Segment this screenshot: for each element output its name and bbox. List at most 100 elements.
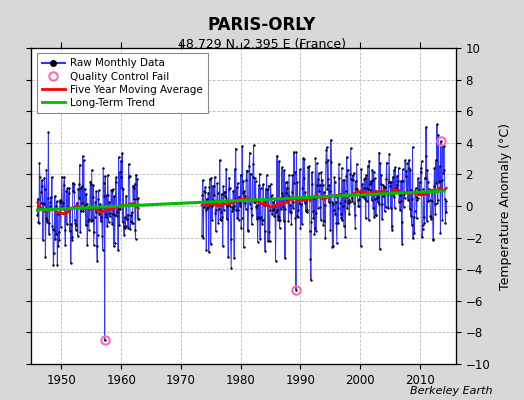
- Point: [64, 204, 72, 210]
- Point: [295, 200, 303, 206]
- Point: [39, 200, 48, 206]
- Point: [226, 203, 234, 209]
- Point: [201, 184, 210, 190]
- Point: [388, 174, 397, 180]
- Point: [332, 199, 340, 205]
- Point: [85, 216, 93, 222]
- Point: [379, 182, 387, 188]
- Point: [279, 218, 288, 224]
- Point: [258, 217, 267, 223]
- Point: [245, 163, 253, 170]
- Point: [292, 286, 300, 293]
- Point: [72, 227, 80, 233]
- Point: [353, 161, 361, 167]
- Point: [360, 176, 368, 182]
- Point: [70, 181, 79, 188]
- Point: [243, 168, 252, 174]
- Point: [114, 247, 122, 253]
- Point: [293, 179, 302, 186]
- Point: [47, 206, 56, 212]
- Point: [442, 209, 451, 215]
- Point: [242, 206, 250, 212]
- Point: [388, 226, 396, 233]
- Point: [134, 216, 143, 222]
- Point: [400, 195, 409, 202]
- Point: [386, 179, 394, 185]
- Point: [114, 154, 123, 160]
- Point: [226, 236, 235, 242]
- Point: [250, 175, 259, 182]
- Point: [421, 175, 430, 181]
- Point: [289, 198, 298, 205]
- Point: [220, 206, 228, 213]
- Point: [70, 189, 78, 195]
- Point: [56, 197, 64, 203]
- Point: [409, 214, 418, 220]
- Point: [118, 150, 126, 156]
- Point: [255, 215, 263, 222]
- Point: [351, 225, 359, 231]
- Point: [52, 198, 61, 204]
- Point: [84, 205, 92, 212]
- Point: [314, 204, 322, 211]
- Point: [324, 176, 333, 182]
- Point: [367, 178, 375, 184]
- Point: [241, 200, 249, 206]
- Point: [211, 210, 220, 216]
- Point: [366, 180, 374, 187]
- Point: [348, 172, 357, 178]
- Point: [318, 194, 326, 201]
- Point: [42, 215, 50, 222]
- Point: [351, 212, 359, 218]
- Point: [51, 193, 59, 199]
- Point: [383, 189, 391, 196]
- Point: [308, 169, 316, 175]
- Point: [240, 188, 248, 194]
- Point: [245, 150, 254, 156]
- Point: [326, 226, 334, 233]
- Point: [298, 185, 307, 191]
- Point: [403, 160, 411, 166]
- Point: [250, 199, 258, 205]
- Point: [412, 215, 421, 222]
- Point: [242, 177, 250, 183]
- Point: [299, 195, 308, 201]
- Point: [385, 151, 394, 157]
- Point: [406, 213, 414, 219]
- Point: [358, 181, 366, 188]
- Point: [34, 219, 42, 226]
- Point: [62, 188, 71, 194]
- Point: [37, 188, 46, 195]
- Point: [119, 223, 128, 230]
- Point: [369, 205, 377, 212]
- Point: [325, 188, 334, 195]
- Point: [267, 194, 275, 200]
- Point: [237, 224, 245, 231]
- Point: [416, 191, 424, 198]
- Point: [401, 157, 409, 163]
- Point: [378, 193, 387, 199]
- Point: [232, 206, 241, 213]
- Point: [289, 204, 297, 211]
- Point: [411, 188, 419, 194]
- Point: [416, 179, 424, 185]
- Point: [208, 217, 216, 224]
- Point: [209, 197, 217, 203]
- Point: [336, 211, 345, 217]
- Point: [94, 187, 103, 194]
- Point: [204, 204, 212, 210]
- Point: [437, 186, 445, 192]
- Point: [73, 204, 81, 210]
- Point: [372, 212, 380, 218]
- Point: [392, 185, 400, 192]
- Point: [323, 144, 331, 150]
- Point: [271, 203, 279, 209]
- Point: [205, 184, 213, 191]
- Point: [347, 175, 355, 182]
- Point: [127, 209, 136, 216]
- Point: [83, 242, 91, 248]
- Point: [52, 231, 61, 238]
- Point: [365, 158, 374, 164]
- Point: [410, 230, 418, 236]
- Point: [255, 170, 264, 177]
